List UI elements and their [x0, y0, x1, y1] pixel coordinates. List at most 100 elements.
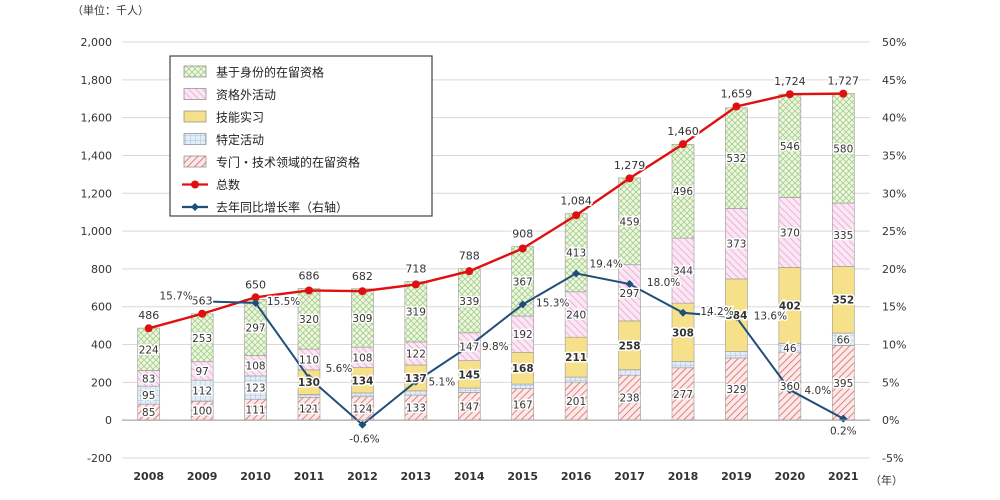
total-label: 1,279 [614, 159, 646, 172]
bar-segment-label: 277 [673, 389, 693, 401]
bar-segment-label: 297 [620, 288, 640, 300]
growth-rate-label: 9.8% [482, 341, 509, 353]
growth-rate-label: 0.2% [830, 426, 857, 438]
bar-segment-label: 370 [780, 227, 800, 239]
legend-swatch [183, 155, 207, 168]
bar-segment-label: 335 [833, 230, 853, 242]
bar-segment-label: 546 [780, 141, 800, 153]
growth-rate-label: 4.0% [805, 385, 832, 397]
total-label: 686 [299, 270, 320, 283]
total-point [839, 89, 848, 98]
bar-segment-label: 147 [459, 342, 479, 354]
x-tick-label: 2017 [614, 470, 645, 483]
y-left-tick-label: 1,800 [81, 74, 113, 87]
growth-rate-label: 5.1% [429, 377, 456, 389]
legend-label: 技能实习 [216, 110, 264, 125]
x-tick-label: 2019 [721, 470, 752, 483]
bar-segment-label: 46 [783, 343, 797, 355]
growth-rate-label: 15.7% [159, 290, 192, 302]
legend-label: 特定活动 [216, 132, 264, 147]
bar-segment-label: 95 [142, 390, 155, 402]
total-point [518, 244, 527, 253]
bar-segment-label: 133 [406, 403, 426, 415]
legend-marker [191, 180, 199, 189]
total-point [305, 286, 313, 295]
x-tick-label: 2012 [347, 470, 378, 483]
growth-rate-point [358, 420, 367, 429]
bar-segment-label: 309 [352, 313, 372, 325]
bar-segment-label: 320 [299, 314, 319, 326]
total-line [148, 92, 844, 330]
total-point [785, 90, 794, 99]
year-unit-label: （年） [870, 473, 903, 487]
y-left-tick-label: 1,200 [81, 187, 113, 200]
bar-segment-label: 124 [352, 403, 372, 415]
growth-rate-point [465, 342, 474, 351]
growth-rate-label: 5.6% [326, 363, 353, 375]
bar-segment-label: 413 [566, 248, 586, 260]
bar-segment-label: 85 [142, 407, 155, 419]
total-label: 1,724 [774, 75, 806, 88]
bar-segment-label: 100 [192, 406, 212, 418]
bar-segment-label: 97 [195, 366, 208, 378]
bar-segment-label: 147 [459, 401, 479, 413]
bar-segment-label: 122 [406, 348, 426, 360]
bar-segment-label: 134 [351, 375, 373, 387]
bar-segment-label: 123 [246, 383, 266, 395]
legend-label: 专门・技术领域的在留资格 [216, 155, 360, 170]
growth-rate-point [251, 298, 260, 307]
bar-segment [351, 392, 374, 398]
bar-segment-label: 168 [512, 363, 534, 375]
growth-rate-point [572, 269, 581, 278]
bar-segment [564, 376, 588, 383]
bar-segment-label: 167 [513, 399, 533, 411]
growth-rate-point [679, 308, 687, 317]
bar-segment-label: 395 [833, 378, 853, 390]
y-left-tick-label: 200 [91, 376, 112, 389]
bar-segment-label: 108 [352, 352, 372, 364]
y-right-tick-label: 35% [882, 149, 906, 162]
data-labels: 85 95 83 224 100 112 97 253 111 123 108 297 121 130 11… [137, 73, 861, 447]
bar-segment-label: 344 [673, 266, 693, 278]
total-point [251, 293, 260, 302]
y-left-tick-label: 1,600 [81, 112, 113, 125]
bar-segment-label: 192 [513, 329, 533, 341]
growth-rate-point [518, 300, 527, 309]
y-left-tick-label: 1,400 [81, 149, 113, 162]
x-tick-label: 2008 [133, 470, 164, 483]
total-label: 682 [352, 270, 373, 283]
bars [137, 93, 855, 421]
growth-rate-label: 19.4% [589, 258, 622, 270]
total-label: 1,084 [560, 195, 592, 208]
bar-segment-label: 580 [833, 143, 853, 155]
bar-segment [404, 390, 428, 396]
legend-swatch [183, 88, 207, 100]
y-right-tick-label: 50% [882, 36, 906, 49]
y-right-tick-label: 40% [882, 112, 906, 125]
bar-segment [725, 351, 748, 359]
legend: 基于身份的在留资格资格外活动技能实习特定活动专门・技术领域的在留资格总数去年同比… [169, 55, 433, 217]
legend-label: 资格外活动 [216, 87, 276, 102]
growth-rate-label: 18.0% [647, 277, 680, 289]
growth-rate-point [411, 377, 420, 386]
unit-label: （単位：千人） [72, 3, 149, 17]
bar-segment-label: 110 [299, 354, 319, 366]
bar-segment-label: 108 [246, 361, 266, 373]
bar-segment-label: 384 [725, 310, 747, 322]
bar-segment [297, 394, 321, 398]
growth-rate-label: 14.2% [700, 306, 733, 318]
bar-segment [511, 383, 535, 389]
axes: -200 0 200 400 600 800 1,000 1,200 1,400 1,600 1,8… [81, 36, 907, 483]
x-tick-label: 2014 [454, 470, 485, 483]
y-left-tick-label: 800 [91, 263, 112, 276]
legend-label: 总数 [216, 177, 240, 192]
legend-marker [191, 203, 199, 211]
bar-segment-label: 211 [565, 352, 587, 364]
growth-rate-point [732, 313, 741, 322]
bar-segment-label: 112 [192, 386, 212, 398]
bar-segment-label: 137 [405, 373, 427, 385]
bar-segment-label: 373 [726, 239, 746, 251]
y-left-tick-label: -200 [87, 452, 112, 465]
legend-swatch [183, 110, 207, 123]
